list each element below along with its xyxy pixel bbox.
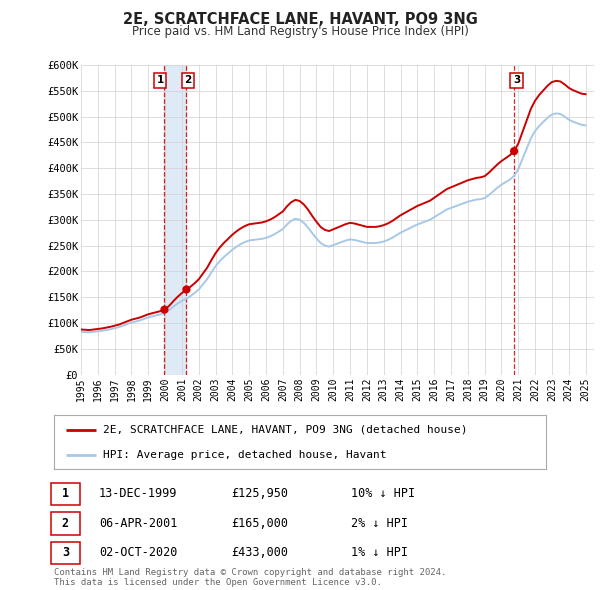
Text: 2E, SCRATCHFACE LANE, HAVANT, PO9 3NG: 2E, SCRATCHFACE LANE, HAVANT, PO9 3NG bbox=[122, 12, 478, 27]
Text: 13-DEC-1999: 13-DEC-1999 bbox=[99, 487, 178, 500]
Bar bbox=[164, 65, 187, 375]
Text: 2E, SCRATCHFACE LANE, HAVANT, PO9 3NG (detached house): 2E, SCRATCHFACE LANE, HAVANT, PO9 3NG (d… bbox=[103, 425, 468, 435]
Text: HPI: Average price, detached house, Havant: HPI: Average price, detached house, Hava… bbox=[103, 451, 387, 460]
Text: £165,000: £165,000 bbox=[231, 517, 288, 530]
Text: 06-APR-2001: 06-APR-2001 bbox=[99, 517, 178, 530]
Text: 3: 3 bbox=[513, 76, 520, 86]
Text: 1: 1 bbox=[157, 76, 164, 86]
Point bbox=[182, 285, 191, 294]
Text: 3: 3 bbox=[62, 546, 69, 559]
Text: 1% ↓ HPI: 1% ↓ HPI bbox=[351, 546, 408, 559]
Text: 2% ↓ HPI: 2% ↓ HPI bbox=[351, 517, 408, 530]
Text: 1: 1 bbox=[62, 487, 69, 500]
Point bbox=[160, 305, 169, 314]
Text: Price paid vs. HM Land Registry's House Price Index (HPI): Price paid vs. HM Land Registry's House … bbox=[131, 25, 469, 38]
Point bbox=[509, 146, 519, 156]
Text: £125,950: £125,950 bbox=[231, 487, 288, 500]
Text: 2: 2 bbox=[185, 76, 192, 86]
Text: £433,000: £433,000 bbox=[231, 546, 288, 559]
Text: 2: 2 bbox=[62, 517, 69, 530]
Text: 10% ↓ HPI: 10% ↓ HPI bbox=[351, 487, 415, 500]
Text: 02-OCT-2020: 02-OCT-2020 bbox=[99, 546, 178, 559]
Text: Contains HM Land Registry data © Crown copyright and database right 2024.
This d: Contains HM Land Registry data © Crown c… bbox=[54, 568, 446, 587]
